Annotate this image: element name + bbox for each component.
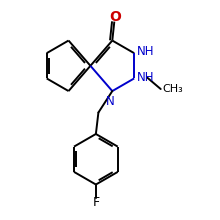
Text: F: F (92, 196, 99, 209)
Text: NH: NH (137, 45, 155, 58)
Text: NH: NH (137, 71, 155, 84)
Text: O: O (109, 10, 121, 24)
Text: CH₃: CH₃ (162, 84, 183, 94)
Text: N: N (106, 95, 115, 108)
